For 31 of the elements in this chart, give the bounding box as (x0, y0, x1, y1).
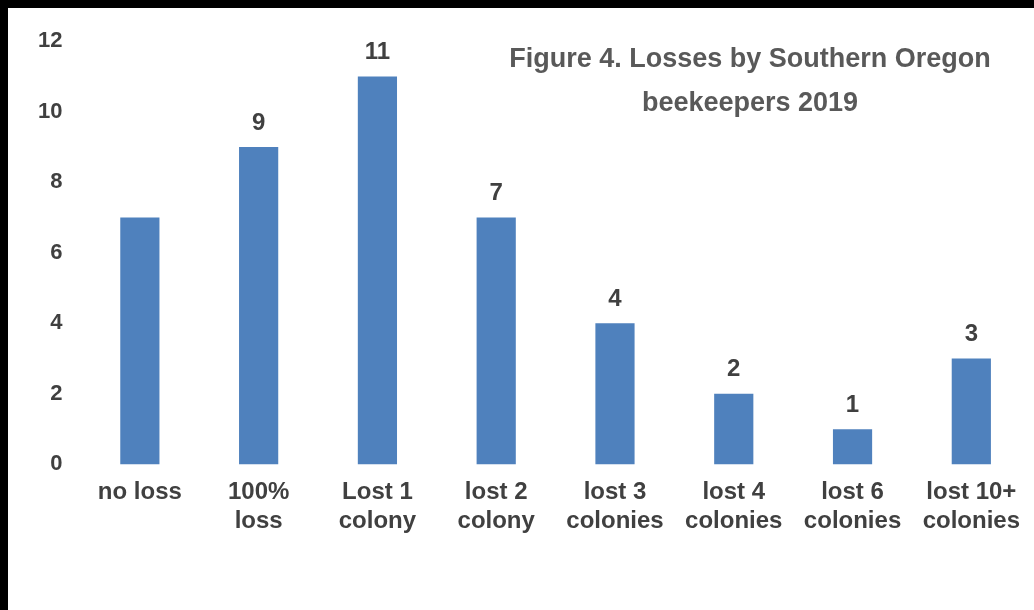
y-tick-label: 12 (37, 27, 63, 53)
bar (595, 323, 635, 465)
y-tick-label: 0 (50, 450, 63, 476)
x-tick-label: lost 6 colonies (803, 477, 902, 534)
text: Figure 4. Losses by Southern Oregon beekeepers 2019 (509, 43, 991, 118)
data-label: 1 (845, 389, 860, 417)
y-tick-label: 4 (50, 309, 64, 335)
y-tick-label: 10 (37, 97, 63, 123)
bar (951, 358, 991, 465)
x-tick-label: lost 10+ colonies (922, 477, 1020, 534)
bar (120, 217, 160, 465)
data-label: 4 (608, 283, 623, 311)
x-tick-label: lost 3 colonies (566, 477, 664, 534)
x-tick-label: lost 4 colonies (685, 477, 783, 534)
x-tick-label: no loss (97, 477, 182, 505)
bar (832, 429, 873, 465)
data-label: 9 (251, 107, 266, 135)
data-label: 2 (727, 354, 741, 382)
data-label: 11 (364, 37, 391, 65)
y-tick-label: 8 (50, 168, 63, 194)
y-tick-label: 6 (50, 238, 63, 264)
bar (239, 147, 279, 465)
x-tick-label: lost 2 colony (457, 477, 536, 534)
y-tick-label: 2 (50, 379, 63, 405)
bar (714, 393, 754, 465)
bar (476, 217, 516, 465)
x-tick-label: Lost 1 colony (338, 477, 417, 534)
bar (357, 76, 398, 465)
x-tick-label: 100% loss (227, 477, 290, 534)
data-label: 7 (489, 178, 503, 206)
data-label: 3 (964, 319, 978, 347)
